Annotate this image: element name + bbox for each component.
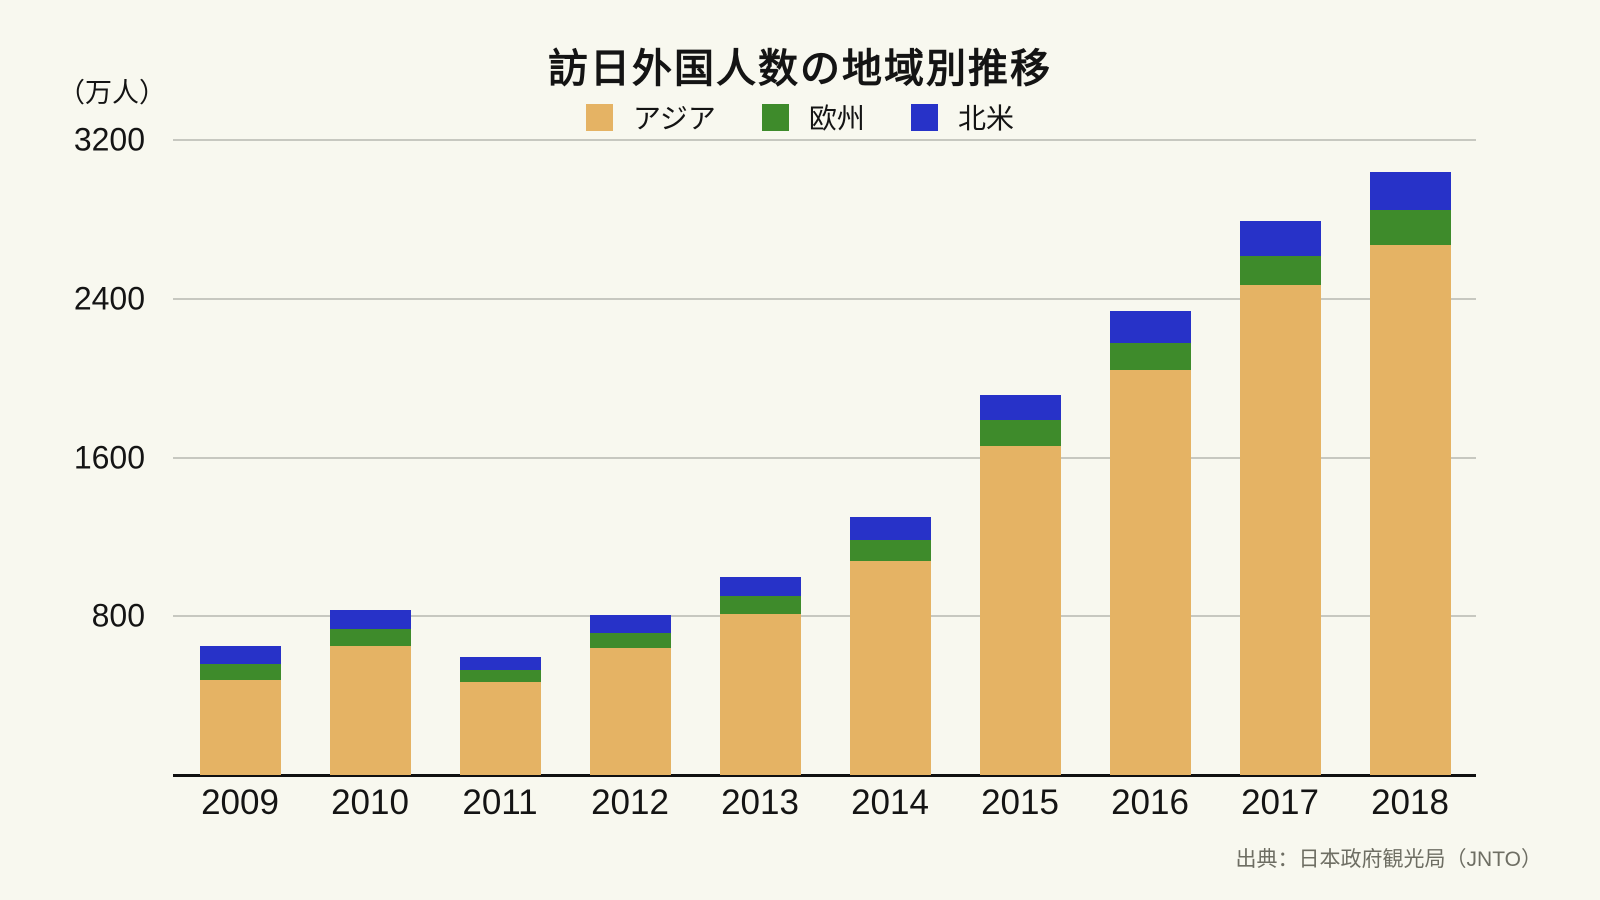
bar-segment-europe xyxy=(589,632,671,649)
y-tick-label: 1600 xyxy=(73,439,145,475)
bar-segment-north-america xyxy=(1239,220,1321,256)
bar-segment-europe xyxy=(719,596,801,615)
x-tick-label: 2016 xyxy=(1111,783,1189,822)
bar-2010 xyxy=(329,140,411,775)
legend-label-asia: アジア xyxy=(633,103,716,134)
gridline-1600 xyxy=(173,456,1476,459)
bar-segment-asia xyxy=(589,648,671,775)
bar-segment-north-america xyxy=(1369,172,1451,211)
bar-segment-north-america xyxy=(459,656,541,671)
bar-segment-asia xyxy=(459,681,541,775)
bar-segment-europe xyxy=(199,663,281,680)
bar-2012 xyxy=(589,140,671,775)
bar-segment-asia xyxy=(1109,370,1191,775)
y-tick-label: 800 xyxy=(91,597,145,634)
bar-2017 xyxy=(1239,140,1321,775)
bar-segment-asia xyxy=(329,646,411,775)
bar-segment-north-america xyxy=(589,615,671,633)
bar-segment-europe xyxy=(1109,342,1191,371)
bar-segment-asia xyxy=(979,445,1061,775)
chart-title: 訪日外国人数の地域別推移 xyxy=(548,47,1052,91)
x-tick-label: 2009 xyxy=(201,783,279,822)
legend-swatch-europe xyxy=(761,103,789,131)
y-tick-label: 3200 xyxy=(73,121,145,158)
bar-segment-north-america xyxy=(199,646,281,664)
plot-area xyxy=(173,139,1476,777)
bar-segment-asia xyxy=(719,614,801,775)
y-axis-labels: 800 1600 2400 3200 xyxy=(30,122,145,775)
bar-2009 xyxy=(199,140,281,775)
bar-2013 xyxy=(719,140,801,775)
bar-segment-europe xyxy=(979,420,1061,446)
x-tick-label: 2017 xyxy=(1241,783,1319,822)
bar-segment-north-america xyxy=(329,610,411,630)
x-axis-line xyxy=(173,774,1476,777)
bar-2011 xyxy=(459,140,541,775)
bar-segment-north-america xyxy=(849,517,931,541)
bar-segment-europe xyxy=(1369,210,1451,246)
legend-swatch-north-america xyxy=(910,103,938,131)
bar-segment-europe xyxy=(459,670,541,682)
x-tick-label: 2010 xyxy=(331,783,409,822)
legend-label-north-america: 北米 xyxy=(957,103,1014,134)
source-note: 出典：日本政府観光局（JNTO） xyxy=(1235,848,1542,871)
y-axis-unit-label: （万人） xyxy=(58,78,166,108)
legend-item-asia: アジア xyxy=(586,97,716,137)
bar-segment-asia xyxy=(1369,245,1451,775)
bar-segment-north-america xyxy=(979,395,1061,421)
x-tick-label: 2012 xyxy=(591,783,669,822)
bar-2014 xyxy=(849,140,931,775)
x-tick-label: 2013 xyxy=(721,783,799,822)
bar-2018 xyxy=(1369,140,1451,775)
bar-2016 xyxy=(1109,140,1191,775)
x-tick-label: 2014 xyxy=(851,783,929,822)
gridline-3200 xyxy=(173,139,1476,141)
bar-segment-europe xyxy=(1239,255,1321,285)
bar-segment-asia xyxy=(1239,284,1321,775)
bar-segment-north-america xyxy=(1109,311,1191,343)
legend: アジア 欧州 北米 xyxy=(0,97,1600,137)
bar-2015 xyxy=(979,140,1061,775)
bar-segment-asia xyxy=(849,560,931,775)
legend-label-europe: 欧州 xyxy=(808,103,865,134)
legend-item-europe: 欧州 xyxy=(761,97,865,137)
bar-segment-asia xyxy=(199,679,281,775)
gridline-800 xyxy=(173,615,1476,618)
x-tick-label: 2015 xyxy=(981,783,1059,822)
legend-swatch-asia xyxy=(586,103,614,131)
bar-segment-north-america xyxy=(719,576,801,597)
gridline-2400 xyxy=(173,297,1476,300)
x-tick-label: 2011 xyxy=(462,783,538,822)
legend-item-north-america: 北米 xyxy=(910,97,1014,137)
x-tick-label: 2018 xyxy=(1371,783,1449,822)
y-tick-label: 2400 xyxy=(73,280,145,317)
bar-segment-europe xyxy=(849,540,931,561)
bar-segment-europe xyxy=(329,629,411,647)
